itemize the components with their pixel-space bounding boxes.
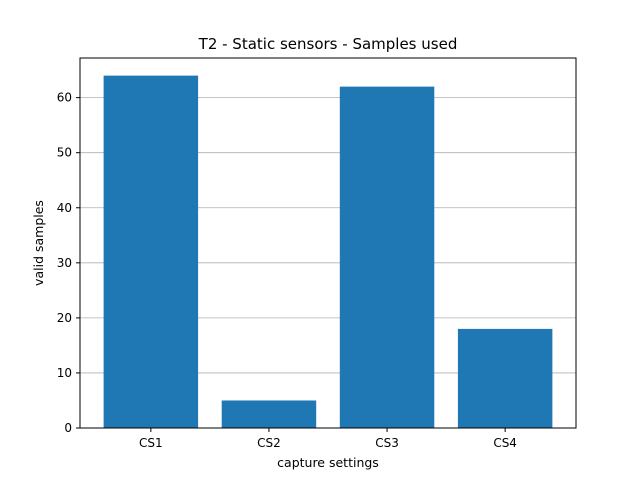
x-axis-label: capture settings (277, 455, 379, 470)
bar-cs3 (339, 86, 435, 428)
bar-cs4 (457, 328, 553, 428)
y-tick-label: 60 (57, 91, 72, 105)
y-axis-ticks: 0 10 20 30 40 50 60 (57, 91, 80, 435)
y-axis-label: valid samples (31, 200, 46, 286)
y-tick-label: 30 (57, 256, 72, 270)
bar-cs1 (103, 75, 199, 428)
x-tick-label: CS4 (493, 436, 517, 450)
chart-title: T2 - Static sensors - Samples used (198, 35, 458, 53)
y-tick-label: 50 (57, 146, 72, 160)
y-tick-label: 40 (57, 201, 72, 215)
plot-frame (79, 57, 577, 429)
x-tick-label: CS3 (375, 436, 399, 450)
x-axis-ticks: CS1 CS2 CS3 CS4 (139, 428, 517, 450)
y-tick-label: 10 (57, 366, 72, 380)
bar-cs2 (221, 400, 317, 428)
y-tick-label: 0 (64, 421, 72, 435)
x-tick-label: CS1 (139, 436, 163, 450)
bars (103, 75, 553, 428)
y-tick-label: 20 (57, 311, 72, 325)
x-tick-label: CS2 (257, 436, 281, 450)
